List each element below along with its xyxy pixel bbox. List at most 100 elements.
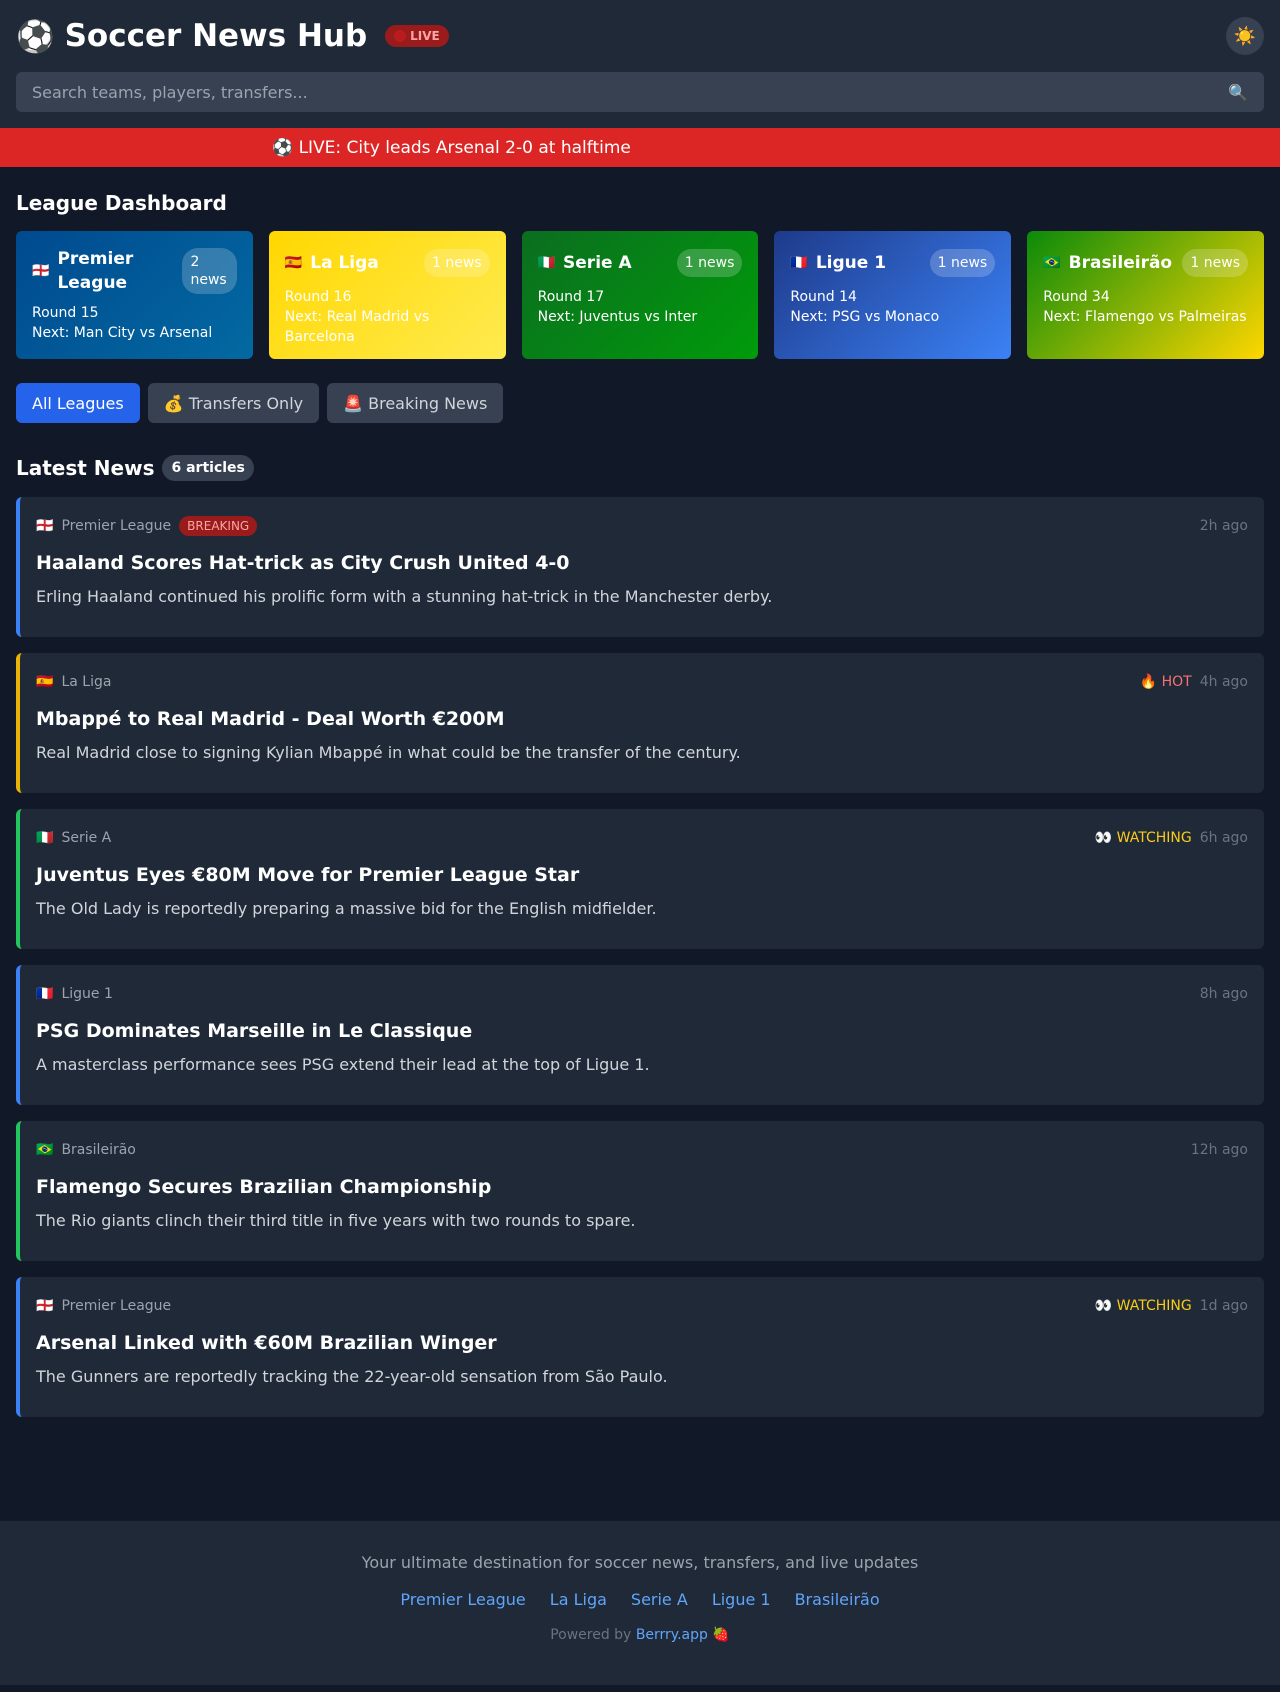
article-summary: The Rio giants clinch their third title … <box>36 1211 636 1230</box>
next-match: Next: PSG vs Monaco <box>790 309 940 325</box>
status-label: 🔥 HOT <box>1139 674 1192 690</box>
filter-all-leagues[interactable]: All Leagues <box>16 383 140 423</box>
league-name: La Liga <box>310 253 379 273</box>
search-input[interactable] <box>32 82 1229 102</box>
league-name: Brasileirão <box>1068 253 1173 273</box>
news-count-badge: 1 news <box>676 249 743 277</box>
league-name: Ligue 1 <box>815 253 887 273</box>
article-league: Serie A <box>61 830 112 846</box>
league-card[interactable]: 🇧🇷 Brasileirão 1 news Round 34 Next: Flameng… <box>1027 231 1264 359</box>
league-name: Premier League <box>57 249 134 293</box>
article-summary: The Old Lady is reportedly preparing a m… <box>36 899 657 918</box>
next-match: Next: Man City vs Arsenal <box>32 325 213 341</box>
article-time: 6h ago <box>1199 830 1248 846</box>
article-list: 🏴󠁧󠁢󠁥󠁮󠁧󠁿 Premier League BREAKING 2h ago Haala… <box>16 497 1264 1417</box>
dashboard-title: League Dashboard <box>16 191 227 215</box>
league-round: Round 14 <box>790 289 857 305</box>
footer-link-la-liga[interactable]: La Liga <box>549 1590 607 1609</box>
article-summary: A masterclass performance sees PSG exten… <box>36 1055 650 1074</box>
article-league: Brasileirão <box>61 1142 136 1158</box>
live-label: LIVE <box>410 29 440 43</box>
filter-breaking-news[interactable]: 🚨 Breaking News <box>327 383 504 423</box>
strawberry-icon: 🍓 <box>712 1627 730 1643</box>
footer-link-serie-a[interactable]: Serie A <box>630 1590 688 1609</box>
next-match: Next: Juventus vs Inter <box>537 309 698 325</box>
filter-bar: All Leagues 💰 Transfers Only 🚨 Breaking … <box>16 383 1264 423</box>
league-card[interactable]: 🏴󠁧󠁢󠁥󠁮󠁧󠁿 Premier League 2 news Round 15 Next:… <box>16 231 253 359</box>
footer-links: Premier League La Liga Serie A Ligue 1 B… <box>0 1590 1280 1609</box>
news-article[interactable]: 🏴󠁧󠁢󠁥󠁮󠁧󠁿 Premier League BREAKING 2h ago Haala… <box>16 497 1264 637</box>
league-card[interactable]: 🇪🇸 La Liga 1 news Round 16 Next: Real Madrid… <box>268 231 506 359</box>
article-league: Premier League <box>61 518 172 534</box>
league-round: Round 16 <box>284 289 352 305</box>
article-count-badge: 6 articles <box>162 455 254 481</box>
news-article[interactable]: 🇪🇸 La Liga 🔥 HOT 4h ago Mbappé to Real Madri… <box>16 653 1264 793</box>
footer-tagline: Your ultimate destination for soccer new… <box>361 1553 919 1572</box>
article-title[interactable]: Arsenal Linked with €60M Brazilian Winge… <box>36 1332 497 1354</box>
status-label: 👀 WATCHING <box>1094 830 1192 846</box>
article-title[interactable]: PSG Dominates Marseille in Le Classique <box>36 1020 473 1042</box>
footer: Your ultimate destination for soccer new… <box>0 1521 1280 1685</box>
article-title[interactable]: Flamengo Secures Brazilian Championship <box>36 1176 492 1198</box>
flag-icon: 🇧🇷 <box>1043 255 1061 271</box>
flag-icon: 🇮🇹 <box>36 830 54 846</box>
news-article[interactable]: 🏴󠁧󠁢󠁥󠁮󠁧󠁿 Premier League 👀 WATCHING 1d ago Ars… <box>16 1277 1264 1417</box>
site-header: ⚽ Soccer News Hub LIVE ☀️ 🔍 <box>0 0 1280 128</box>
article-summary: The Gunners are reportedly tracking the … <box>36 1367 668 1386</box>
soccer-ball-icon: ⚽ <box>16 18 55 55</box>
article-time: 8h ago <box>1199 986 1248 1002</box>
footer-link-brasileirao[interactable]: Brasileirão <box>794 1590 880 1609</box>
search-bar: 🔍 <box>16 72 1264 112</box>
article-time: 4h ago <box>1199 674 1248 690</box>
article-time: 12h ago <box>1190 1142 1248 1158</box>
latest-news-title: Latest News <box>16 456 155 480</box>
live-dot-icon <box>394 30 407 42</box>
breaking-badge: BREAKING <box>179 516 258 536</box>
status-label: 👀 WATCHING <box>1094 1298 1192 1314</box>
theme-toggle-button[interactable]: ☀️ <box>1226 17 1264 55</box>
flag-icon: 🇫🇷 <box>36 986 54 1002</box>
flag-icon: 🇫🇷 <box>790 255 808 271</box>
article-time: 1d ago <box>1199 1298 1248 1314</box>
article-league: Ligue 1 <box>61 986 113 1002</box>
article-time: 2h ago <box>1199 518 1248 534</box>
league-cards: 🏴󠁧󠁢󠁥󠁮󠁧󠁿 Premier League 2 news Round 15 Next:… <box>16 231 1264 359</box>
flag-icon: 🇮🇹 <box>537 255 556 271</box>
news-count-badge: 2 news <box>182 248 237 294</box>
article-summary: Erling Haaland continued his prolific fo… <box>36 587 773 606</box>
flag-icon: 🇪🇸 <box>36 674 54 690</box>
app-title: Soccer News Hub <box>64 18 368 54</box>
ticker-text: ⚽ LIVE: City leads Arsenal 2-0 at halfti… <box>272 137 631 158</box>
footer-link-ligue-1[interactable]: Ligue 1 <box>711 1590 771 1609</box>
search-icon[interactable]: 🔍 <box>1228 82 1248 102</box>
league-round: Round 34 <box>1043 289 1110 305</box>
flag-icon: 🏴󠁧󠁢󠁥󠁮󠁧󠁿 <box>32 263 50 279</box>
next-match: Next: Real Madrid vs Barcelona <box>284 309 430 345</box>
article-summary: Real Madrid close to signing Kylian Mbap… <box>36 743 741 762</box>
footer-link-premier-league[interactable]: Premier League <box>400 1590 526 1609</box>
news-article[interactable]: 🇫🇷 Ligue 1 8h ago PSG Dominates Marseille i… <box>16 965 1264 1105</box>
article-title[interactable]: Juventus Eyes €80M Move for Premier Leag… <box>36 864 580 886</box>
article-title[interactable]: Mbappé to Real Madrid - Deal Worth €200M <box>36 708 505 730</box>
berrry-link[interactable]: Berrry.app <box>635 1627 708 1643</box>
article-league: Premier League <box>61 1298 172 1314</box>
news-article[interactable]: 🇮🇹 Serie A 👀 WATCHING 6h ago Juventus Eyes €… <box>16 809 1264 949</box>
news-count-badge: 1 news <box>929 249 996 277</box>
news-count-badge: 1 news <box>1182 249 1248 277</box>
news-article[interactable]: 🇧🇷 Brasileirão 12h ago Flamengo Secures Bra… <box>16 1121 1264 1261</box>
article-title[interactable]: Haaland Scores Hat-trick as City Crush U… <box>36 552 570 574</box>
site-title: ⚽ Soccer News Hub LIVE <box>16 18 449 55</box>
league-round: Round 15 <box>32 305 99 321</box>
filter-transfers-only[interactable]: 💰 Transfers Only <box>147 383 320 423</box>
live-ticker: ⚽ LIVE: City leads Arsenal 2-0 at halfti… <box>0 128 1280 167</box>
live-badge: LIVE <box>385 25 449 47</box>
powered-by: Powered by Berrry.app 🍓 <box>0 1627 1280 1643</box>
league-card[interactable]: 🇫🇷 Ligue 1 1 news Round 14 Next: PSG vs Mona… <box>774 231 1012 359</box>
sun-icon: ☀️ <box>1233 25 1257 47</box>
news-count-badge: 1 news <box>424 249 490 277</box>
flag-icon: 🇪🇸 <box>284 255 303 271</box>
next-match: Next: Flamengo vs Palmeiras <box>1043 309 1247 325</box>
league-card[interactable]: 🇮🇹 Serie A 1 news Round 17 Next: Juventus vs… <box>521 231 759 359</box>
flag-icon: 🇧🇷 <box>36 1142 54 1158</box>
flag-icon: 🏴󠁧󠁢󠁥󠁮󠁧󠁿 <box>36 1298 54 1314</box>
